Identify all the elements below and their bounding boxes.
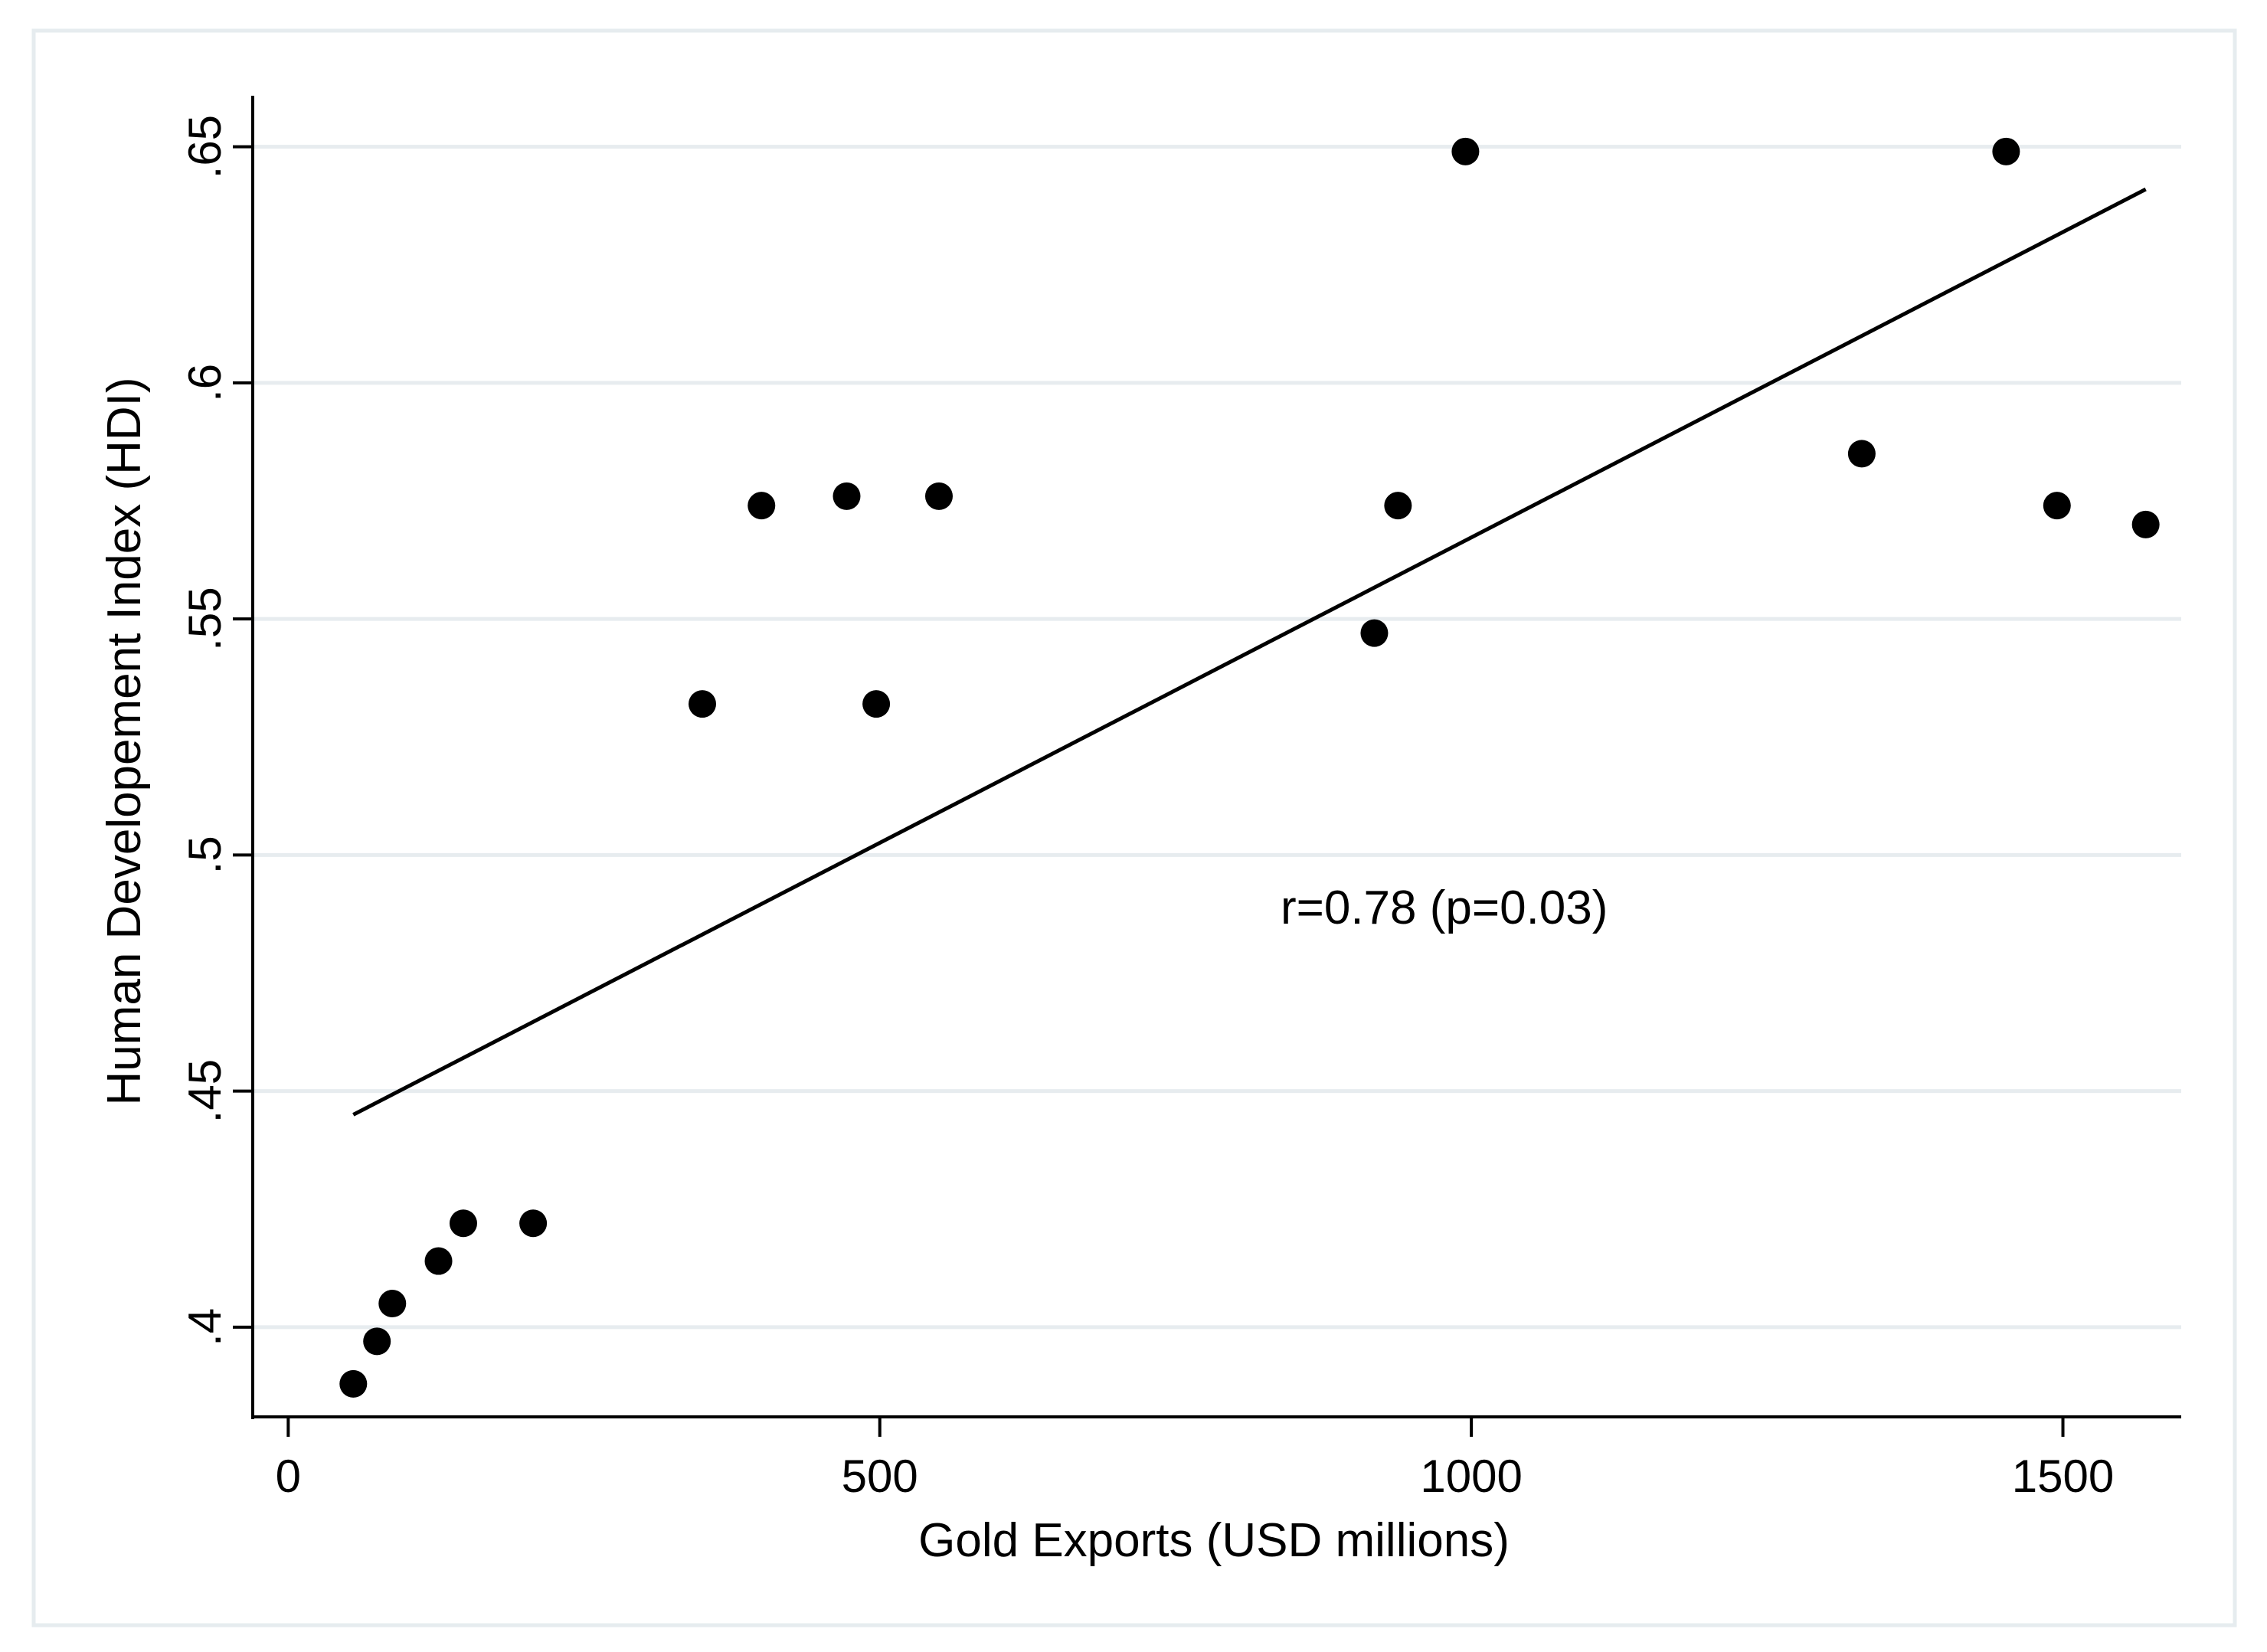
data-point <box>424 1247 453 1275</box>
y-tick-label: .55 <box>179 587 231 650</box>
data-point <box>378 1290 407 1318</box>
gridlines <box>253 145 2181 1330</box>
data-point <box>2131 510 2160 538</box>
x-tick-label: 500 <box>842 1451 918 1502</box>
ticks: .4 .45 .5 .55 .6 .65 0 500 1000 1500 <box>179 115 2114 1502</box>
data-point <box>1360 619 1389 647</box>
data-point <box>1847 440 1876 468</box>
y-tick-label: .5 <box>179 836 231 874</box>
data-point <box>924 482 953 510</box>
data-point <box>833 482 861 510</box>
y-tick-label: .65 <box>179 115 231 178</box>
chart-frame <box>31 28 2237 1627</box>
data-point <box>1992 137 2020 165</box>
axes <box>251 96 2181 1419</box>
data-point <box>339 1369 368 1398</box>
data-points <box>339 137 2160 1398</box>
y-tick-label: .45 <box>179 1059 231 1123</box>
y-tick-label: .6 <box>179 364 231 402</box>
data-point <box>519 1209 548 1238</box>
x-tick-label: 1500 <box>2012 1451 2114 1502</box>
data-point <box>747 492 776 520</box>
y-tick-label: .4 <box>179 1308 231 1346</box>
fit-line-layer <box>352 187 2147 1117</box>
data-point <box>862 690 891 718</box>
data-point <box>363 1327 391 1356</box>
fit-line <box>352 187 2147 1117</box>
data-point <box>1451 137 1480 165</box>
data-point <box>449 1209 477 1238</box>
data-point <box>2043 492 2071 520</box>
data-point <box>1384 492 1412 520</box>
x-tick-label: 0 <box>276 1451 301 1502</box>
y-axis-title: Human Developement Index (HDI) <box>98 377 151 1105</box>
correlation-annotation: r=0.78 (p=0.03) <box>1281 882 1608 934</box>
x-axis-title: Gold Exports (USD millions) <box>918 1514 1510 1567</box>
x-tick-label: 1000 <box>1420 1451 1522 1502</box>
data-point <box>689 690 717 718</box>
